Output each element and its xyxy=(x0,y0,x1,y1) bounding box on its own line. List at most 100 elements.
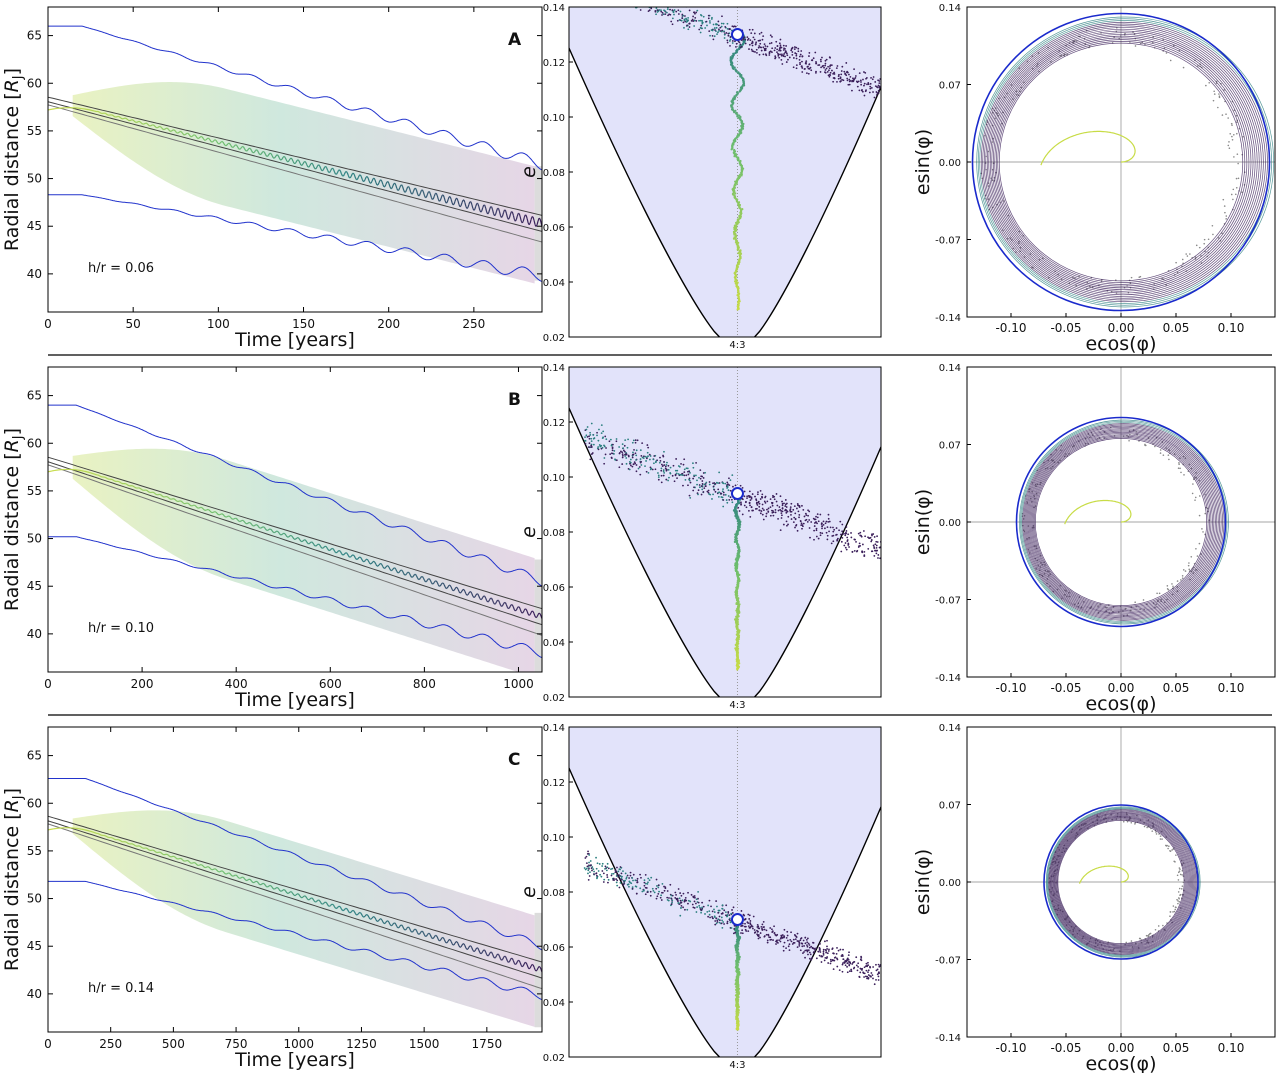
cloud-point xyxy=(587,446,590,448)
planet-track-segment xyxy=(465,593,468,596)
planet-track-segment xyxy=(323,546,326,548)
planet-track-segment xyxy=(283,889,286,891)
cloud-point xyxy=(651,3,653,5)
cloud-point xyxy=(694,16,697,19)
planet-track-segment xyxy=(370,180,373,184)
planet-track-segment xyxy=(419,190,423,194)
planet-track-segment xyxy=(516,959,519,963)
planet-track-segment xyxy=(224,873,227,875)
cloud-point xyxy=(740,503,743,505)
cloud-point xyxy=(758,505,761,508)
planet-track-segment xyxy=(195,863,198,866)
cloud-point xyxy=(778,42,781,45)
cloud-point xyxy=(725,911,727,914)
planet-track-segment xyxy=(186,132,188,135)
y-tick-label: 0.06 xyxy=(543,583,565,594)
planet-track-segment xyxy=(475,593,478,596)
planet-track-segment xyxy=(453,201,456,205)
cloud-point xyxy=(782,949,785,952)
cloud-point xyxy=(852,79,855,82)
planet-track-segment xyxy=(340,908,343,911)
planet-track-segment xyxy=(468,591,471,594)
planet-track-segment xyxy=(356,177,359,180)
planet-track-segment xyxy=(175,857,177,859)
cloud-point xyxy=(662,2,664,4)
aspect-ratio-annotation: h/r = 0.14 xyxy=(88,981,154,996)
cloud-point xyxy=(846,540,849,542)
cloud-point xyxy=(795,54,798,57)
planet-track-segment xyxy=(230,874,233,877)
cloud-point xyxy=(810,521,813,523)
x-tick-label: 1500 xyxy=(409,1037,440,1051)
cloud-point xyxy=(647,455,649,458)
cloud-point xyxy=(862,78,864,81)
cloud-point xyxy=(805,72,808,75)
cloud-point xyxy=(677,9,680,12)
planet-track-segment xyxy=(319,544,322,547)
planet-track-segment xyxy=(336,170,340,173)
planet-track-segment xyxy=(496,599,499,603)
planet-track-segment xyxy=(107,114,109,116)
cloud-point xyxy=(729,36,732,38)
planet-track-segment xyxy=(367,560,370,563)
planet-track-segment xyxy=(283,532,286,535)
scatter-point xyxy=(1198,495,1201,497)
cloud-point xyxy=(826,534,829,537)
y-tick-label: 0.04 xyxy=(543,278,565,289)
cloud-point xyxy=(748,502,751,505)
cloud-point xyxy=(689,481,692,484)
cloud-point xyxy=(751,50,754,52)
scatter-point xyxy=(1213,93,1216,95)
cloud-point xyxy=(822,520,825,523)
cloud-point xyxy=(787,523,789,526)
planet-track-segment xyxy=(271,530,274,533)
cloud-point xyxy=(643,881,646,884)
cloud-point xyxy=(621,456,624,459)
resonance-boundary-right xyxy=(754,805,881,1057)
cloud-point xyxy=(840,533,842,536)
cloud-point xyxy=(794,512,797,515)
planet-track-segment xyxy=(388,183,391,187)
planet-track-segment xyxy=(146,122,149,125)
orbit-contour xyxy=(1023,424,1223,620)
cloud-point xyxy=(818,64,821,66)
planet-track-segment xyxy=(235,874,237,877)
cloud-point xyxy=(583,439,586,442)
planet-track-segment xyxy=(194,862,197,865)
planet-track-segment xyxy=(105,476,107,479)
planet-track-segment xyxy=(387,920,390,923)
y-tick-label: 0.10 xyxy=(543,473,565,484)
planet-track-segment xyxy=(333,904,336,908)
planet-track-segment xyxy=(367,915,370,918)
cloud-point xyxy=(647,446,650,449)
cloud-point xyxy=(820,522,823,525)
cloud-point xyxy=(777,54,780,57)
cloud-point xyxy=(708,30,711,33)
planet-track-segment xyxy=(511,958,514,961)
planet-track-segment xyxy=(461,943,464,946)
planet-track-segment xyxy=(536,614,539,618)
cloud-point xyxy=(704,913,706,915)
cloud-point xyxy=(850,536,853,539)
cloud-point xyxy=(686,24,688,27)
planet-track-segment xyxy=(289,157,292,160)
cloud-point xyxy=(671,23,674,26)
scatter-point xyxy=(1213,90,1215,93)
cloud-point xyxy=(758,32,761,35)
cloud-point xyxy=(670,20,673,23)
planet-track-segment xyxy=(126,484,129,486)
cloud-point xyxy=(763,47,766,50)
cloud-point xyxy=(600,424,603,427)
cloud-point xyxy=(801,504,803,507)
cloud-point xyxy=(813,525,816,527)
planet-track-segment xyxy=(189,135,192,138)
cloud-point xyxy=(703,487,706,490)
cloud-point xyxy=(713,35,716,38)
cloud-point xyxy=(723,493,725,496)
planet-track-segment xyxy=(405,928,408,931)
planet-track-segment xyxy=(306,897,309,900)
cloud-point xyxy=(657,476,660,478)
planet-track-segment xyxy=(415,574,418,577)
cloud-point xyxy=(676,477,678,480)
planet-track-segment xyxy=(230,144,233,148)
